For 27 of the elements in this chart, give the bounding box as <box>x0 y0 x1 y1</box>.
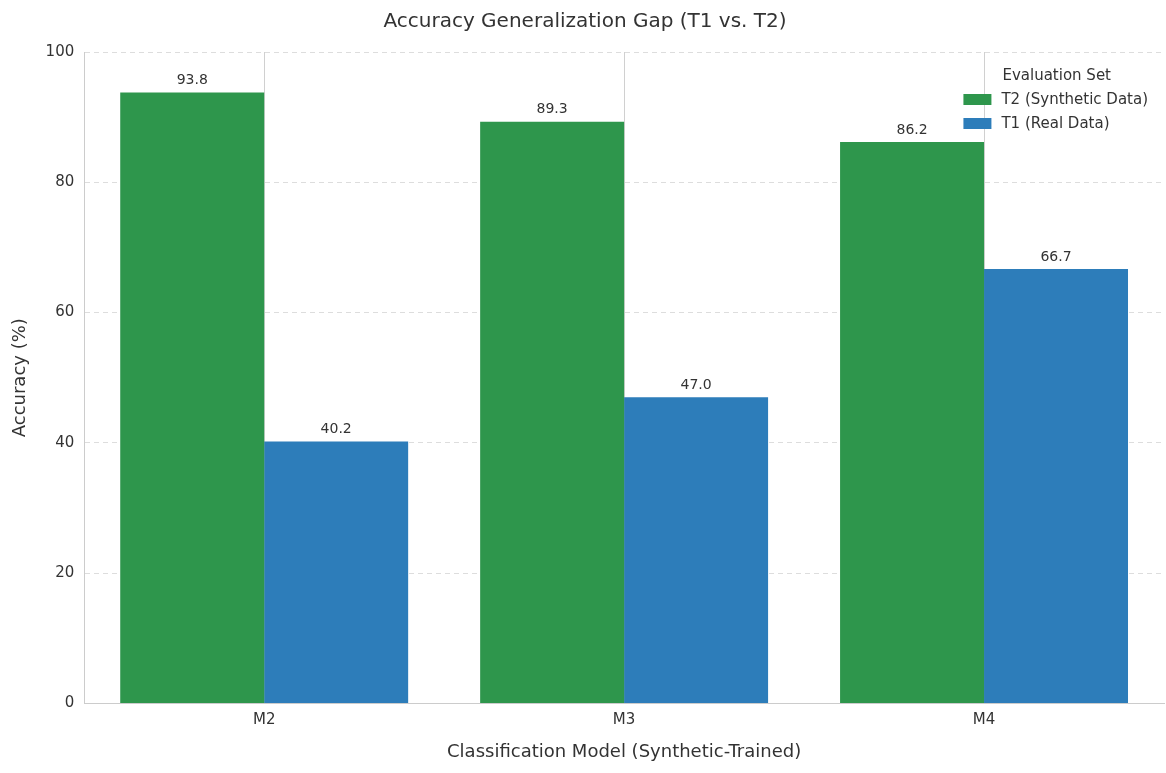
bar <box>840 141 985 703</box>
x-tick-label: M2 <box>252 710 276 729</box>
bar <box>624 397 769 703</box>
legend-label: T1 (Real Data) <box>1000 113 1110 132</box>
data-label: 86.2 <box>896 120 928 137</box>
y-tick-label: 100 <box>45 41 75 60</box>
bar <box>264 441 409 703</box>
bar <box>984 268 1129 703</box>
data-label: 93.8 <box>176 71 208 88</box>
x-tick-label: M3 <box>612 710 636 729</box>
data-label: 40.2 <box>320 420 352 437</box>
y-tick-label: 20 <box>55 563 75 582</box>
legend-title: Evaluation Set <box>1002 65 1112 84</box>
chart-title: Accuracy Generalization Gap (T1 vs. T2) <box>383 8 787 33</box>
y-axis-title: Accuracy (%) <box>8 318 30 438</box>
data-label: 66.7 <box>1040 247 1072 264</box>
y-tick-label: 0 <box>64 693 75 712</box>
legend-label: T2 (Synthetic Data) <box>1000 89 1149 108</box>
data-label: 89.3 <box>536 100 568 117</box>
x-axis-title: Classification Model (Synthetic-Trained) <box>447 739 802 761</box>
y-tick-label: 40 <box>55 432 75 451</box>
bar <box>480 121 625 703</box>
y-tick-label: 80 <box>55 172 75 191</box>
bar <box>120 92 265 703</box>
y-tick-label: 60 <box>55 302 75 321</box>
data-label: 47.0 <box>680 375 712 392</box>
x-tick-label: M4 <box>972 710 996 729</box>
